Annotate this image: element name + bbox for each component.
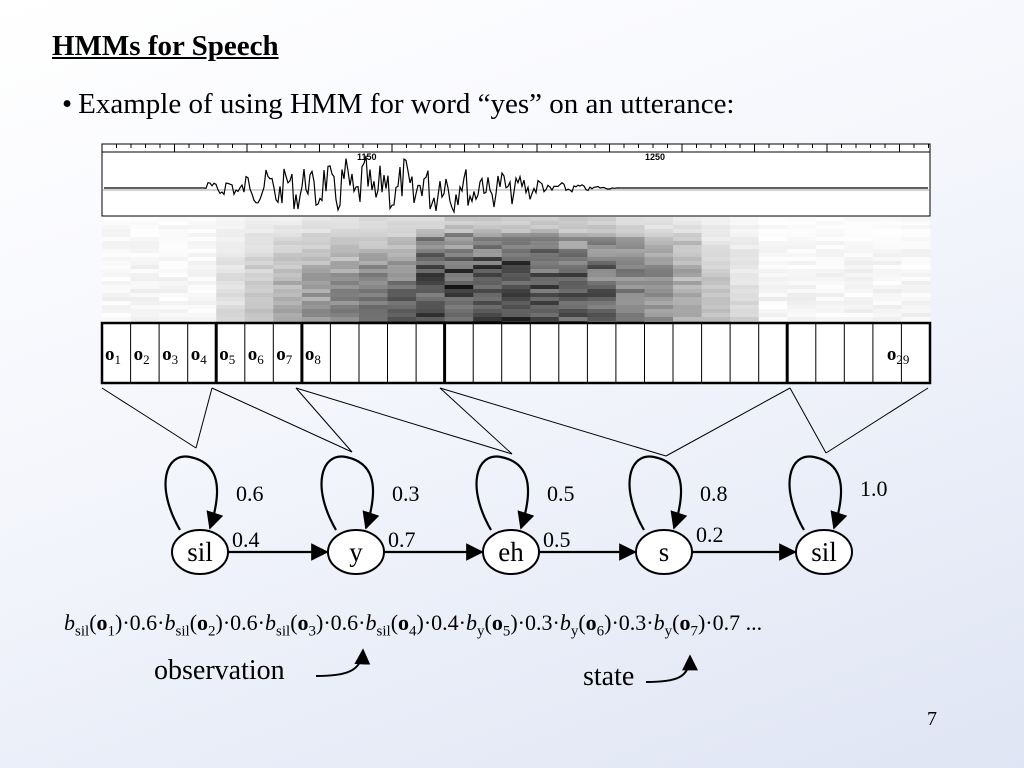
state-label: y [349, 537, 363, 567]
observation-index: 2 [208, 623, 216, 640]
observation-index: 1 [107, 623, 116, 640]
alignment-lines [101, 387, 929, 457]
observation-index: 5 [502, 623, 511, 640]
slide-title: HMMs for Speech [52, 30, 279, 62]
bullet-text: • Example of using HMM for word “yes” on … [62, 88, 735, 121]
self-loop-arrow [628, 455, 688, 531]
observation-symbol: o [96, 610, 108, 635]
formula-operator: )·0.7 ... [697, 610, 763, 635]
slide-number: 7 [927, 708, 937, 730]
formula-operator: )·0.6· [115, 610, 165, 635]
tick-label-1250: 1250 [645, 152, 665, 162]
observation-index: 3 [308, 623, 317, 640]
emission-state: sil [376, 623, 391, 640]
emission-state: y [477, 623, 485, 640]
state-label: eh [498, 537, 524, 567]
self-loop-arrow [788, 455, 848, 531]
emission-state: sil [175, 623, 190, 640]
spectrogram [102, 217, 931, 325]
emission-symbol: b [653, 610, 665, 635]
state-label: sil [811, 537, 837, 567]
emission-symbol: b [265, 610, 276, 635]
tick-label-1150: 1150 [357, 152, 377, 162]
frame-label: o1 [105, 344, 121, 367]
waveform-panel: 1150 1250 [101, 143, 931, 217]
observation-arrow [315, 648, 371, 677]
probability-formula: bsil(o1)·0.6·bsil(o2)·0.6·bsil(o3)·0.6·b… [64, 610, 763, 640]
observation-symbol: o [679, 610, 691, 635]
observation-index: 7 [690, 623, 698, 640]
bullet-dot: • [62, 88, 73, 120]
emission-symbol: b [466, 610, 477, 635]
frame-label: o6 [248, 344, 264, 367]
self-loop-arrow [475, 455, 535, 531]
bullet-label: Example of using HMM for word “yes” on a… [78, 88, 735, 120]
self-loop-probability: 0.3 [392, 481, 420, 506]
emission-symbol: b [559, 610, 571, 635]
formula-operator: )·0.3· [604, 610, 654, 635]
observation-symbol: o [297, 610, 309, 635]
state-label: state [583, 661, 635, 692]
emission-symbol: b [164, 610, 176, 635]
waveform-ticks [101, 144, 929, 152]
frame-label: o8 [305, 344, 321, 367]
frame-label: o29 [887, 344, 910, 367]
frame-label: o3 [162, 344, 178, 367]
self-loop-probability: 0.8 [700, 481, 728, 506]
observation-symbol: o [491, 610, 503, 635]
emission-state: sil [276, 623, 291, 640]
emission-symbol: b [64, 610, 75, 635]
formula-operator: )·0.3· [510, 610, 560, 635]
formula-operator: )·0.6· [215, 610, 265, 635]
observation-index: 4 [409, 623, 417, 640]
emission-state: y [570, 623, 579, 640]
state-label: s [659, 537, 670, 567]
frame-strip: o1 o2 o3 o4 o5 o6 o7 o8 o29 [100, 321, 932, 385]
formula-operator: )·0.6· [316, 610, 366, 635]
waveform-trace [104, 155, 928, 215]
observation-symbol: o [398, 610, 410, 635]
observation-symbol: o [197, 610, 209, 635]
formula-operator: )·0.4· [416, 610, 466, 635]
frame-label: o5 [219, 344, 235, 367]
self-loop-arrow [164, 455, 224, 531]
emission-state: sil [75, 623, 90, 640]
observation-index: 6 [596, 623, 605, 640]
observation-symbol: o [585, 610, 597, 635]
transition-probability: 0.7 [388, 527, 416, 552]
hmm-chain: sil 0.6 0.4 y 0.3 0.7 eh 0.5 0.5 s 0.8 0.2 sil 1.0 [164, 455, 888, 575]
self-loop-probability: 0.6 [236, 481, 264, 506]
frame-label: o2 [134, 344, 150, 367]
transition-probability: 0.5 [543, 527, 571, 552]
transition-probability: 0.4 [232, 527, 260, 552]
state-node [795, 529, 853, 575]
transition-probability: 0.2 [696, 522, 724, 547]
state-label: sil [187, 537, 213, 567]
frame-label: o7 [276, 344, 293, 367]
frame-label: o4 [191, 344, 208, 367]
state-arrow [645, 654, 698, 683]
self-loop-probability: 1.0 [860, 476, 888, 501]
self-loop-probability: 0.5 [547, 481, 575, 506]
self-loop-arrow [320, 455, 380, 531]
emission-symbol: b [365, 610, 377, 635]
observation-label: observation [154, 655, 285, 686]
emission-state: y [664, 623, 673, 640]
